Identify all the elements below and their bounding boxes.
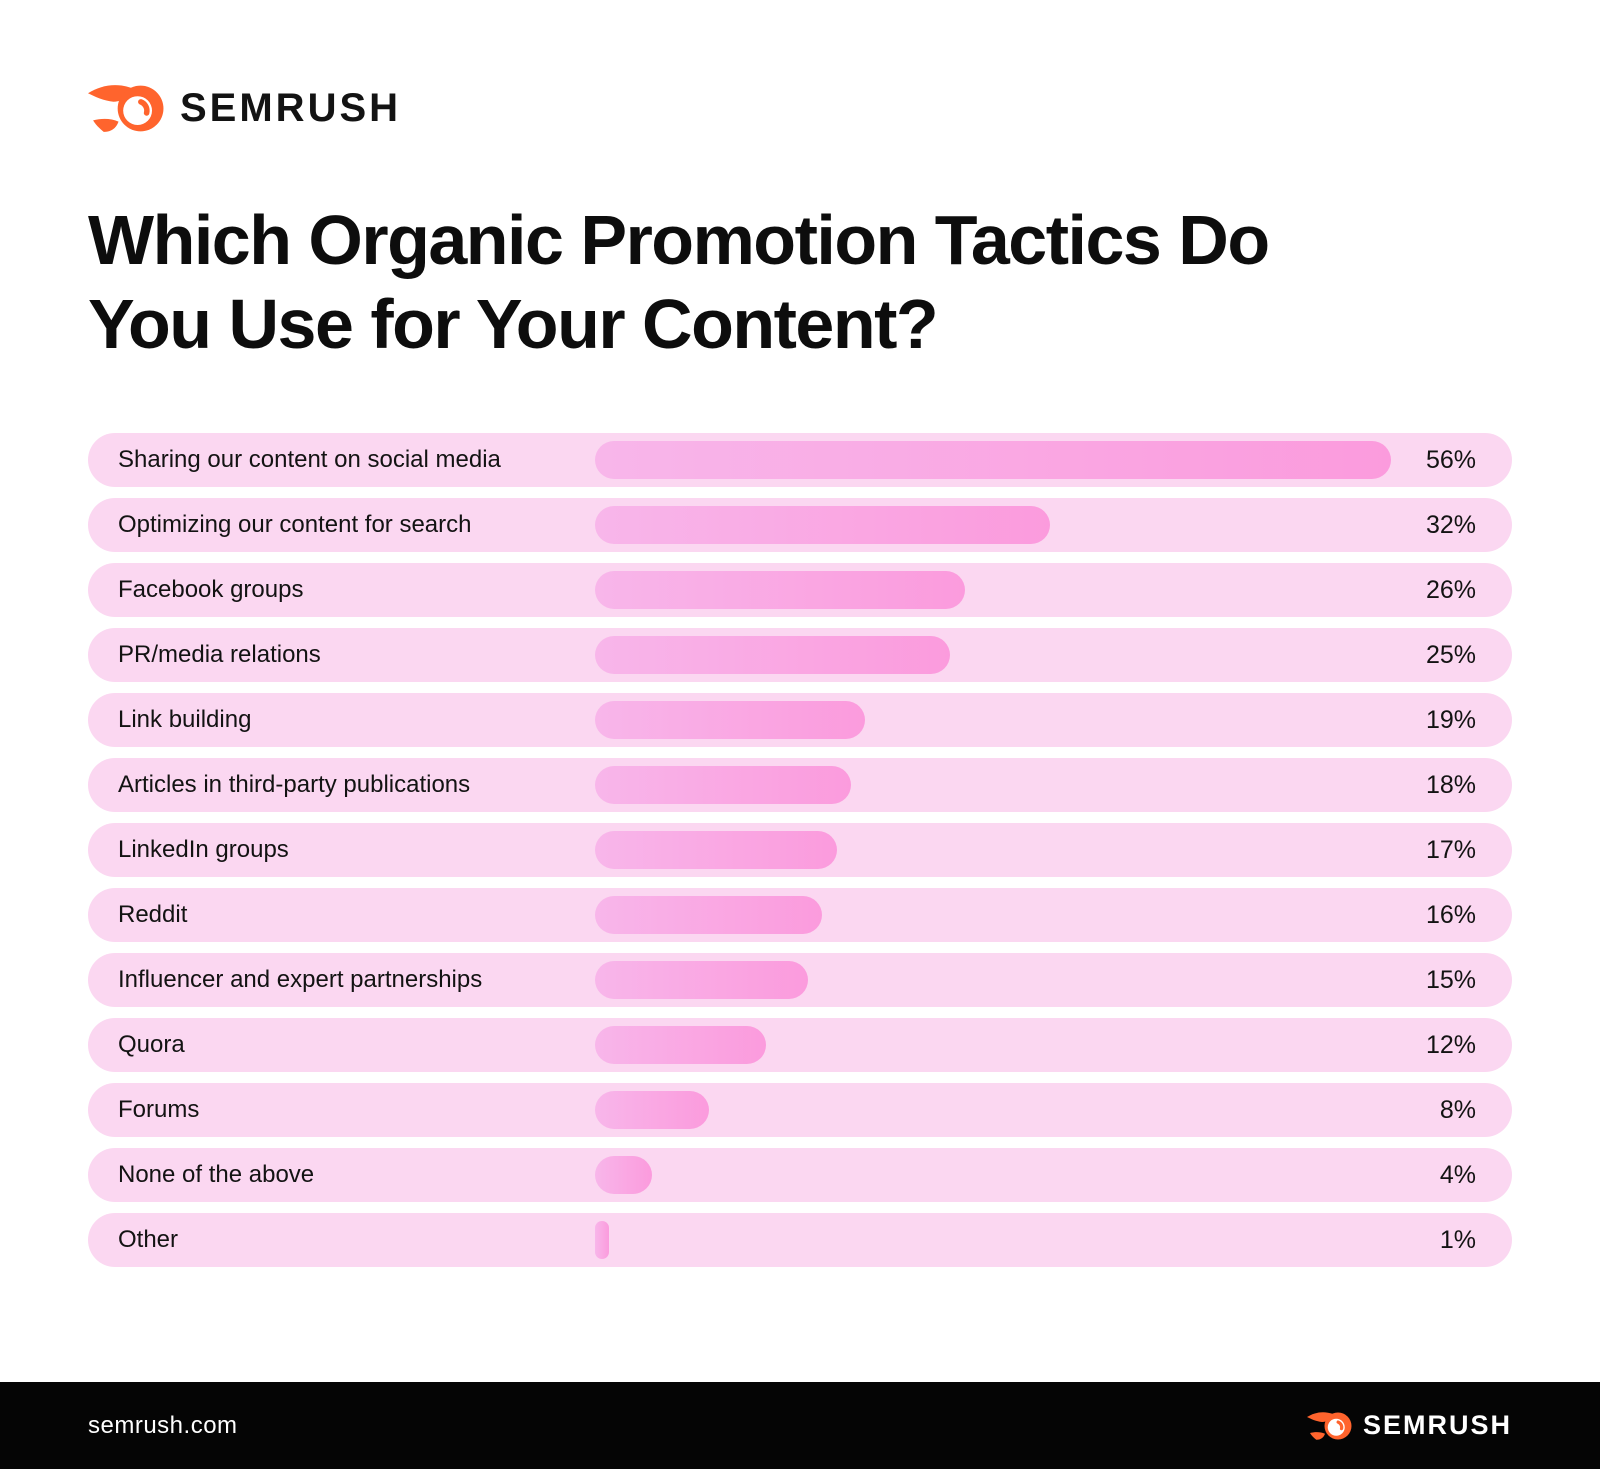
- row-bar: [595, 896, 823, 934]
- row-value: 18%: [1425, 770, 1476, 799]
- row-bar: [595, 961, 809, 999]
- chart-row: Facebook groups 26%: [88, 563, 1512, 617]
- semrush-logo-footer: SEMRUSH: [1307, 1409, 1512, 1443]
- row-bar-track: [595, 506, 1391, 544]
- header: SEMRUSH: [88, 80, 401, 137]
- row-bar: [595, 1221, 610, 1259]
- chart-row: LinkedIn groups 17%: [88, 823, 1512, 877]
- semrush-comet-icon: [88, 80, 166, 137]
- semrush-logo-wordmark: SEMRUSH: [180, 86, 402, 130]
- chart-row: Forums 8%: [88, 1083, 1512, 1137]
- row-bar-track: [595, 1156, 1391, 1194]
- row-value: 16%: [1425, 900, 1476, 929]
- footer: semrush.com SEMRUSH: [0, 1382, 1600, 1469]
- row-bar: [595, 701, 866, 739]
- semrush-comet-icon: [1307, 1409, 1353, 1443]
- row-bar: [595, 1156, 652, 1194]
- chart-row: Sharing our content on social media 56%: [88, 433, 1512, 487]
- row-label: None of the above: [118, 1161, 315, 1188]
- chart-row: PR/media relations 25%: [88, 628, 1512, 682]
- row-value: 19%: [1425, 705, 1476, 734]
- row-bar-track: [595, 961, 1391, 999]
- chart-row: None of the above 4%: [88, 1148, 1512, 1202]
- row-bar: [595, 1091, 709, 1129]
- row-bar: [595, 506, 1050, 544]
- row-value: 17%: [1425, 835, 1476, 864]
- row-label: Quora: [118, 1031, 185, 1058]
- chart-row: Quora 12%: [88, 1018, 1512, 1072]
- row-value: 1%: [1439, 1225, 1476, 1254]
- row-bar: [595, 766, 851, 804]
- row-bar-track: [595, 896, 1391, 934]
- row-bar-track: [595, 1091, 1391, 1129]
- page-title-line2: You Use for Your Content?: [88, 285, 939, 363]
- row-label: PR/media relations: [118, 641, 321, 668]
- row-label: Other: [118, 1226, 179, 1253]
- row-bar: [595, 636, 951, 674]
- row-bar-track: [595, 571, 1391, 609]
- row-value: 56%: [1425, 445, 1476, 474]
- footer-site-url: semrush.com: [88, 1411, 238, 1439]
- row-bar: [595, 441, 1391, 479]
- row-label: Reddit: [118, 901, 188, 928]
- semrush-logo-wordmark: SEMRUSH: [1362, 1410, 1512, 1440]
- row-label: Facebook groups: [118, 576, 304, 603]
- row-bar: [595, 1026, 766, 1064]
- chart-row: Link building 19%: [88, 693, 1512, 747]
- chart-row: Reddit 16%: [88, 888, 1512, 942]
- row-value: 4%: [1439, 1160, 1476, 1189]
- row-label: Sharing our content on social media: [118, 446, 501, 473]
- chart-row: Influencer and expert partnerships 15%: [88, 953, 1512, 1007]
- row-bar: [595, 831, 837, 869]
- row-value: 12%: [1425, 1030, 1476, 1059]
- row-bar-track: [595, 1221, 1391, 1259]
- page-title: Which Organic Promotion Tactics Do You U…: [88, 198, 1448, 366]
- row-bar-track: [595, 1026, 1391, 1064]
- semrush-logo: SEMRUSH: [88, 80, 401, 137]
- bar-chart: Sharing our content on social media 56% …: [88, 433, 1512, 1267]
- row-label: Articles in third-party publications: [118, 771, 471, 798]
- row-value: 25%: [1425, 640, 1476, 669]
- row-bar-track: [595, 831, 1391, 869]
- chart-row: Optimizing our content for search 32%: [88, 498, 1512, 552]
- row-value: 8%: [1439, 1095, 1476, 1124]
- row-value: 26%: [1425, 575, 1476, 604]
- row-bar: [595, 571, 965, 609]
- page-title-line1: Which Organic Promotion Tactics Do: [88, 201, 1270, 279]
- row-bar-track: [595, 701, 1391, 739]
- row-bar-track: [595, 766, 1391, 804]
- chart-row: Other 1%: [88, 1213, 1512, 1267]
- row-label: Influencer and expert partnerships: [118, 966, 483, 993]
- row-label: Optimizing our content for search: [118, 511, 472, 538]
- row-label: Forums: [118, 1096, 200, 1123]
- row-label: LinkedIn groups: [118, 836, 289, 863]
- row-bar-track: [595, 636, 1391, 674]
- chart-row: Articles in third-party publications 18%: [88, 758, 1512, 812]
- row-bar-track: [595, 441, 1391, 479]
- row-value: 15%: [1425, 965, 1476, 994]
- row-label: Link building: [118, 706, 252, 733]
- row-value: 32%: [1425, 510, 1476, 539]
